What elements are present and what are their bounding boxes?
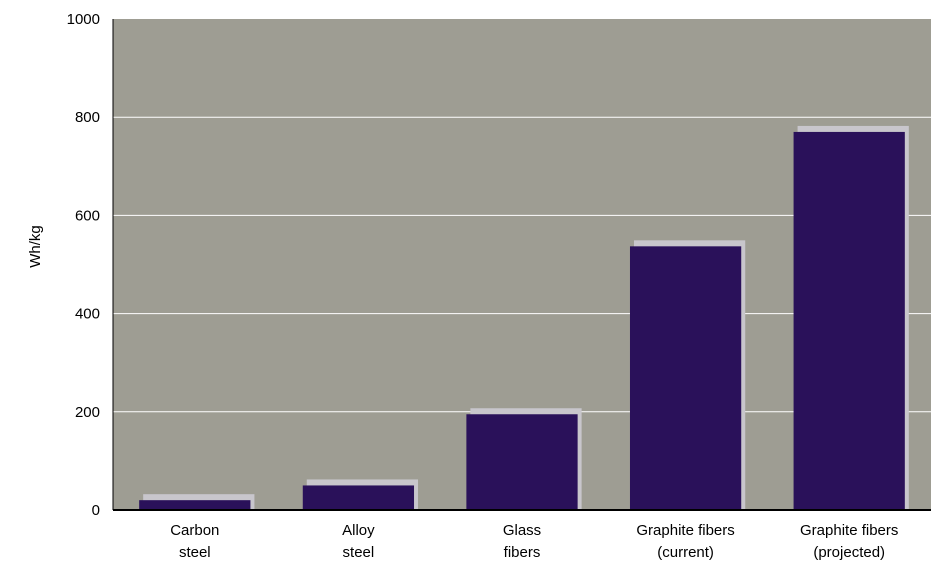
x-tick-label-line: Glass	[503, 522, 541, 539]
y-tick-label-600: 600	[75, 207, 100, 224]
x-tick-label-line: steel	[343, 544, 375, 561]
y-tick-label-200: 200	[75, 404, 100, 421]
x-tick-label-2: Glass fibers	[503, 522, 541, 561]
x-tick-label-line: (current)	[657, 544, 714, 561]
x-tick-label-3: Graphite fibers (current)	[636, 522, 734, 561]
bar-2	[466, 414, 578, 510]
y-tick-label-0: 0	[92, 502, 100, 519]
bar-1	[302, 485, 415, 510]
bar-4	[793, 131, 905, 510]
y-tick-label-800: 800	[75, 109, 100, 126]
x-tick-label-line: Alloy	[342, 522, 375, 539]
x-tick-label-line: (projected)	[813, 544, 885, 561]
bar-3	[629, 246, 742, 510]
bars	[139, 125, 909, 511]
y-axis-label: Wh/kg	[27, 225, 44, 268]
x-tick-label-0: Carbon steel	[170, 522, 219, 561]
y-tick-labels: 0 200 400 600 800 1000	[67, 11, 100, 519]
y-tick-label-400: 400	[75, 306, 100, 323]
x-tick-label-line: steel	[179, 544, 211, 561]
x-tick-label-line: Graphite fibers	[636, 522, 734, 539]
x-tick-label-4: Graphite fibers (projected)	[800, 522, 898, 561]
x-tick-label-line: Carbon	[170, 522, 219, 539]
x-tick-label-line: Graphite fibers	[800, 522, 898, 539]
bar-0	[139, 500, 251, 510]
x-tick-label-1: Alloy steel	[342, 522, 375, 561]
y-tick-label-1000: 1000	[67, 11, 100, 28]
x-tick-labels: Carbon steel Alloy steel Glass fibers Graphite…	[170, 522, 898, 561]
x-tick-label-line: fibers	[504, 544, 541, 561]
